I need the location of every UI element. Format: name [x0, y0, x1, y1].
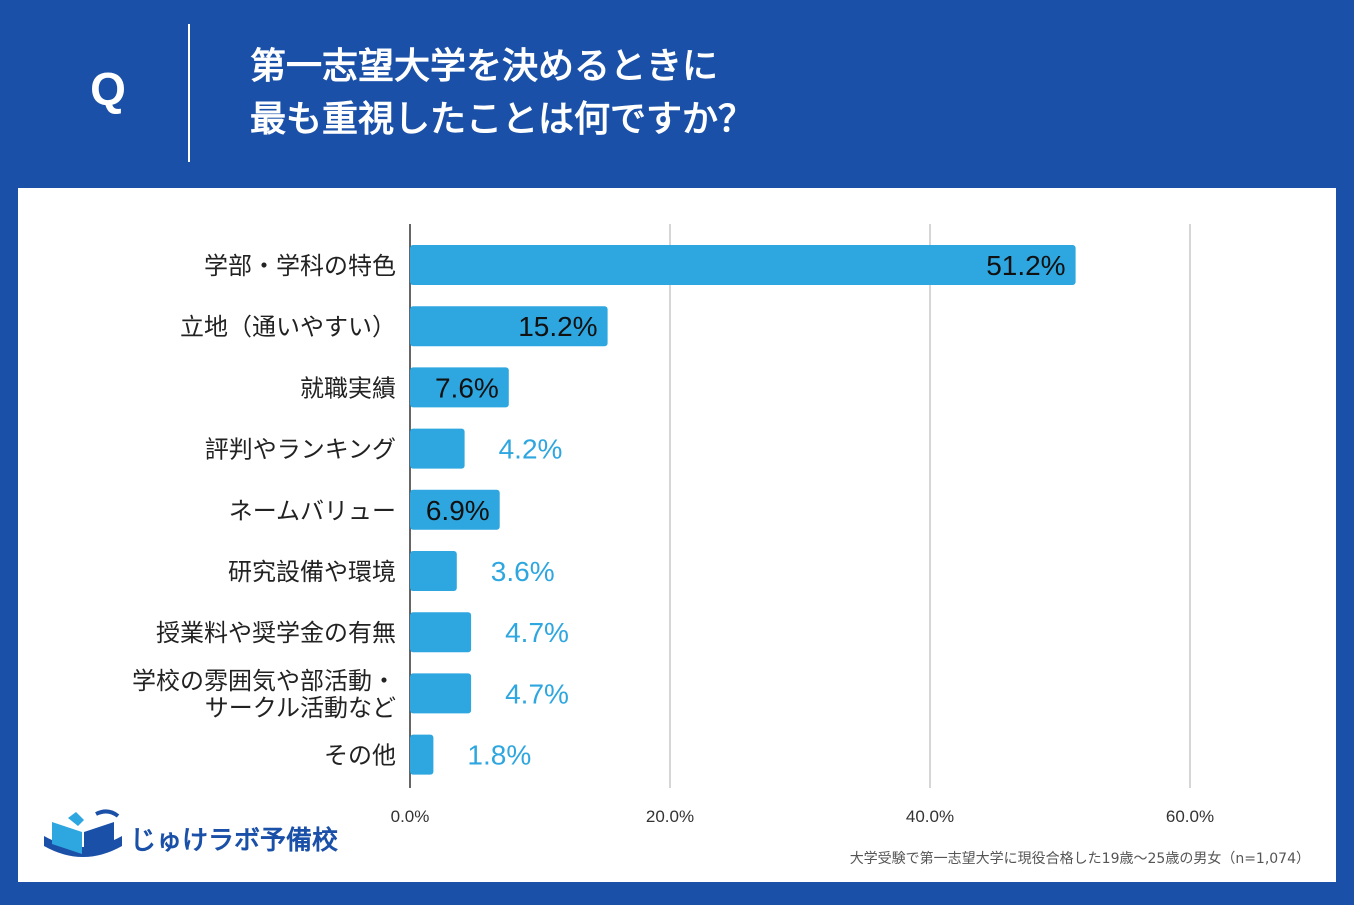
bar — [410, 673, 472, 714]
data-label: 3.6% — [491, 556, 555, 587]
category-label: 学校の雰囲気や部活動・ — [132, 667, 396, 695]
category-label: 立地（通いやすい） — [180, 313, 396, 341]
data-label: 4.7% — [505, 617, 569, 648]
x-tick-label: 0.0% — [391, 807, 430, 826]
bar — [410, 306, 608, 347]
x-tick-label: 40.0% — [906, 807, 954, 826]
question-line-2: 最も重視したことは何ですか？ — [250, 99, 755, 140]
bar — [410, 612, 472, 653]
bar — [410, 734, 434, 775]
book-logo-icon — [44, 809, 122, 857]
x-tick-label: 60.0% — [1166, 807, 1214, 826]
bar — [410, 489, 500, 530]
footnote: 大学受験で第一志望大学に現役合格した19歳〜25歳の男女（n=1,074） — [849, 851, 1310, 867]
data-label: 15.2% — [518, 311, 597, 342]
bar — [410, 428, 465, 469]
chart-panel: 0.0% 20.0% 40.0% 60.0% 学部・学科の特色 51.2% 立地（通いやすい… — [18, 188, 1336, 882]
question-text: 第一志望大学を決めるときに 最も重視したことは何ですか？ — [250, 40, 754, 146]
brand-name: じゅけラボ予備校 — [130, 826, 339, 856]
bar — [410, 245, 1076, 285]
category-label: 学部・学科の特色 — [204, 252, 396, 280]
category-label: 評判やランキング — [205, 436, 396, 464]
category-label: ネームバリュー — [229, 497, 396, 525]
data-label: 4.7% — [505, 678, 569, 709]
q-label: Q — [90, 63, 126, 115]
category-label: 就職実績 — [300, 374, 396, 402]
data-label: 4.2% — [499, 434, 563, 465]
bar-chart: 0.0% 20.0% 40.0% 60.0% 学部・学科の特色 51.2% 立地（通いやすい… — [132, 224, 1214, 826]
question-line-1: 第一志望大学を決めるときに — [250, 46, 719, 87]
bar — [410, 367, 509, 408]
data-label: 51.2% — [986, 250, 1065, 281]
category-label: サークル活動など — [205, 694, 396, 722]
data-label: 7.6% — [435, 372, 499, 403]
category-label: その他 — [324, 742, 396, 770]
bar — [410, 551, 457, 591]
data-label: 1.8% — [467, 740, 531, 771]
x-tick-label: 20.0% — [646, 807, 694, 826]
category-label: 授業料や奨学金の有無 — [156, 619, 396, 647]
header-divider — [188, 24, 190, 162]
data-label: 6.9% — [426, 495, 490, 526]
category-label: 研究設備や環境 — [228, 558, 396, 586]
